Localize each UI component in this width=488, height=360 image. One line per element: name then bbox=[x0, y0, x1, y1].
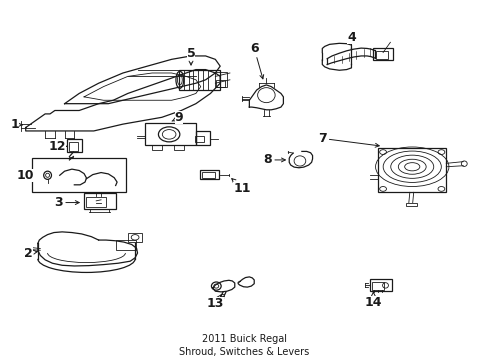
Text: 2011 Buick Regal
Shroud, Switches & Levers: 2011 Buick Regal Shroud, Switches & Leve… bbox=[179, 334, 309, 357]
Bar bbox=[215, 72, 227, 87]
Bar bbox=[86, 197, 106, 207]
Text: 6: 6 bbox=[249, 42, 263, 79]
Bar bbox=[375, 51, 387, 59]
Text: 9: 9 bbox=[172, 112, 183, 125]
Bar bbox=[127, 233, 142, 242]
Bar bbox=[216, 81, 224, 87]
Bar bbox=[69, 142, 78, 151]
Bar bbox=[405, 203, 416, 206]
Text: 1: 1 bbox=[11, 118, 22, 131]
Bar bbox=[174, 145, 183, 150]
Text: 2: 2 bbox=[24, 247, 38, 260]
Bar bbox=[84, 193, 116, 209]
Text: 13: 13 bbox=[206, 294, 224, 310]
Bar bbox=[179, 69, 220, 90]
Text: 5: 5 bbox=[186, 47, 195, 65]
Bar bbox=[201, 172, 215, 178]
Bar bbox=[116, 240, 136, 250]
Bar bbox=[196, 131, 210, 145]
Text: 7: 7 bbox=[317, 132, 379, 147]
Bar bbox=[67, 139, 81, 152]
Text: 8: 8 bbox=[263, 153, 285, 166]
Text: 11: 11 bbox=[231, 179, 250, 195]
Bar bbox=[195, 136, 203, 142]
Bar bbox=[200, 170, 219, 179]
Text: 3: 3 bbox=[54, 196, 79, 209]
Bar bbox=[144, 123, 196, 145]
Bar bbox=[377, 148, 446, 192]
Text: 10: 10 bbox=[17, 170, 34, 183]
Bar bbox=[152, 145, 162, 150]
Text: 14: 14 bbox=[364, 292, 381, 309]
Text: 12: 12 bbox=[48, 140, 66, 153]
Text: 4: 4 bbox=[346, 31, 355, 44]
Bar bbox=[372, 48, 392, 60]
Bar bbox=[31, 158, 126, 192]
Bar bbox=[369, 279, 391, 291]
Bar bbox=[371, 282, 383, 290]
